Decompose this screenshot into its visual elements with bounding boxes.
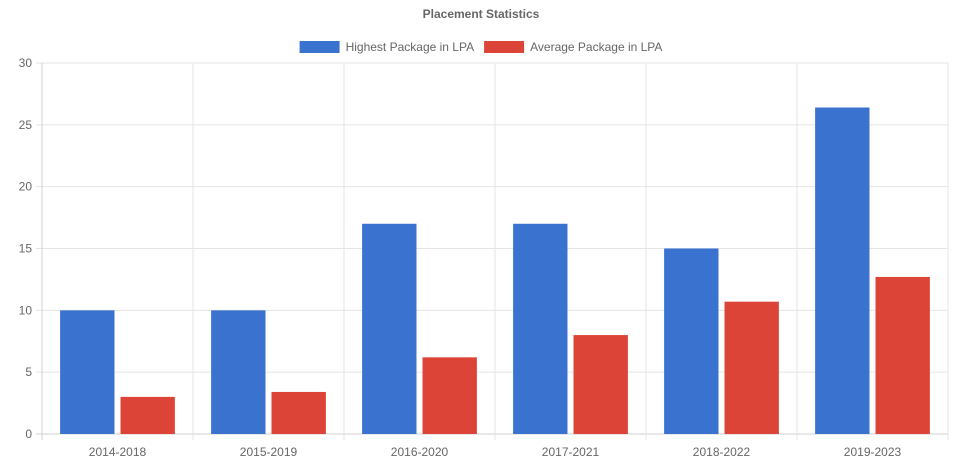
x-tick-label: 2017-2021 (542, 445, 600, 459)
bar-average-2014-2018 (120, 396, 175, 434)
y-tick-label: 10 (19, 303, 33, 317)
bar-highest-2018-2022 (664, 248, 719, 434)
legend-swatch-highest[interactable] (299, 41, 340, 53)
y-axis-ticks: 0 5 10 15 20 25 30 (19, 56, 33, 441)
y-tick-label: 5 (25, 365, 32, 379)
bar-highest-2015-2019 (211, 310, 266, 434)
x-tick-label: 2014-2018 (89, 445, 147, 459)
bars (60, 107, 930, 435)
y-tick-label: 0 (25, 427, 32, 441)
x-tick-label: 2015-2019 (240, 445, 298, 459)
bar-average-2015-2019 (271, 391, 326, 434)
bar-highest-2017-2021 (513, 223, 568, 434)
bar-average-2017-2021 (573, 335, 628, 434)
legend-label: Average Package in LPA (530, 40, 662, 54)
bar-average-2019-2023 (875, 276, 930, 434)
bar-highest-2014-2018 (60, 310, 115, 434)
bar-average-2018-2022 (724, 301, 779, 434)
legend-label: Highest Package in LPA (346, 40, 475, 54)
bar-highest-2016-2020 (362, 223, 417, 434)
chart-title: Placement Statistics (423, 7, 540, 21)
y-tick-label: 25 (19, 118, 33, 132)
grid (36, 62, 949, 440)
y-tick-label: 30 (19, 56, 33, 70)
legend-swatch-average[interactable] (484, 41, 525, 53)
y-tick-label: 15 (19, 242, 33, 256)
bar-average-2016-2020 (422, 357, 477, 434)
bar-highest-2019-2023 (815, 107, 870, 435)
x-tick-label: 2016-2020 (391, 445, 449, 459)
y-tick-label: 20 (19, 180, 33, 194)
x-tick-label: 2018-2022 (693, 445, 751, 459)
x-axis-ticks: 2014-2018 2015-2019 2016-2020 2017-2021 2018… (89, 445, 902, 459)
legend: Highest Package in LPA Average Package in… (299, 40, 662, 54)
x-tick-label: 2019-2023 (844, 445, 902, 459)
